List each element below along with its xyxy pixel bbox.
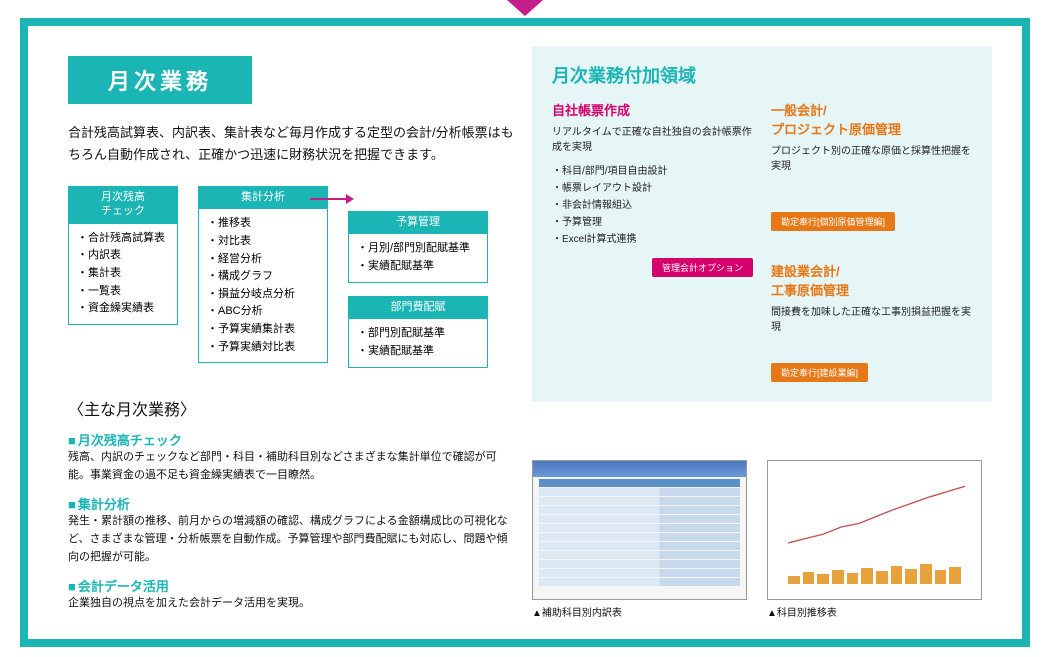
badge-pink: 管理会計オプション xyxy=(652,258,753,277)
list-item: 資金繰実績表 xyxy=(77,300,169,318)
list-item: 実績配賦基準 xyxy=(357,258,479,276)
list-item: 予算実績対比表 xyxy=(207,339,319,357)
box-body: 合計残高試算表内訳表集計表一覧表資金繰実績表 xyxy=(68,223,178,325)
section-text: 発生・累計額の推移、前月からの増減額の確認、構成グラフによる金額構成比の可視化な… xyxy=(68,513,518,566)
screenshot-1: ▲補助科目別内訳表 xyxy=(532,460,747,619)
intro-text: 合計残高試算表、内訳表、集計表など毎月作成する定型の会計/分析帳票はもちろん自動… xyxy=(68,122,518,166)
box-head: 部門費配賦 xyxy=(348,296,488,318)
box-body: 月別/部門別配賦基準実績配賦基準 xyxy=(348,233,488,282)
bar xyxy=(832,570,844,584)
box-head: 予算管理 xyxy=(348,211,488,233)
bar xyxy=(935,570,947,584)
feature-title: 建設業会計/ 工事原価管理 xyxy=(771,261,972,299)
bar xyxy=(891,566,903,584)
list-item: 推移表 xyxy=(207,215,319,233)
feature-title: 自社帳票作成 xyxy=(552,100,753,119)
box-body: 推移表対比表経営分析構成グラフ損益分岐点分析ABC分析予算実績集計表予算実績対比… xyxy=(198,208,328,363)
screenshots-row: ▲補助科目別内訳表 ▲科目別推移表 xyxy=(532,460,982,619)
list-item: 集計表 xyxy=(77,265,169,283)
section-text: 残高、内訳のチェックなど部門・科目・補助科目別などさまざまな集計単位で確認が可能… xyxy=(68,449,518,484)
feature-desc: 間接費を加味した正確な工事別損益把握を実現 xyxy=(771,305,972,335)
box-body: 部門別配賦基準実績配賦基準 xyxy=(348,318,488,367)
box-monthly-check: 月次残高 チェック 合計残高試算表内訳表集計表一覧表資金繰実績表 xyxy=(68,186,178,325)
bar xyxy=(847,573,859,584)
screenshot-caption: ▲補助科目別内訳表 xyxy=(532,604,747,619)
screenshot-2: ▲科目別推移表 xyxy=(767,460,982,619)
panel-left: 自社帳票作成 リアルタイムで正確な自社独自の会計帳票作成を実現 科目/部門/項目… xyxy=(552,100,753,382)
bar xyxy=(876,571,888,584)
bar xyxy=(817,574,829,584)
section-heading: 集計分析 xyxy=(68,494,518,513)
bar xyxy=(905,569,917,584)
left-column: 月次業務 合計残高試算表、内訳表、集計表など毎月作成する定型の会計/分析帳票はも… xyxy=(68,56,518,613)
badge-orange: 勘定奉行[個別原価管理編] xyxy=(771,212,895,231)
list-item: 帳票レイアウト設計 xyxy=(552,180,753,197)
bar-chart xyxy=(788,556,961,584)
list-item: 合計残高試算表 xyxy=(77,230,169,248)
feature-desc: プロジェクト別の正確な原価と採算性把握を実現 xyxy=(771,144,972,174)
feature-desc: リアルタイムで正確な自社独自の会計帳票作成を実現 xyxy=(552,125,753,155)
list-item: Excel計算式連携 xyxy=(552,231,753,248)
screenshot-image xyxy=(767,460,982,600)
panel-title: 月次業務付加領域 xyxy=(552,62,972,88)
box-department: 部門費配賦 部門別配賦基準実績配賦基準 xyxy=(348,296,488,367)
list-item: 科目/部門/項目自由設計 xyxy=(552,163,753,180)
right-panel: 月次業務付加領域 自社帳票作成 リアルタイムで正確な自社独自の会計帳票作成を実現… xyxy=(532,46,992,402)
list-item: 経営分析 xyxy=(207,251,319,269)
bar xyxy=(949,567,961,584)
line-chart-icon xyxy=(788,481,965,552)
feature-list: 科目/部門/項目自由設計帳票レイアウト設計非会計情報組込予算管理Excel計算式… xyxy=(552,163,753,248)
bar xyxy=(861,568,873,584)
list-item: 内訳表 xyxy=(77,247,169,265)
top-arrow xyxy=(507,0,543,16)
list-item: 部門別配賦基準 xyxy=(357,325,479,343)
bar xyxy=(803,572,815,584)
screenshot-image xyxy=(532,460,747,600)
list-item: ABC分析 xyxy=(207,303,319,321)
box-head: 集計分析 xyxy=(198,186,328,208)
main-frame: 月次業務 合計残高試算表、内訳表、集計表など毎月作成する定型の会計/分析帳票はも… xyxy=(20,18,1030,647)
connector-arrow xyxy=(310,198,348,200)
list-item: 月別/部門別配賦基準 xyxy=(357,240,479,258)
bar xyxy=(788,576,800,584)
section-heading: 月次残高チェック xyxy=(68,430,518,449)
list-item: 損益分岐点分析 xyxy=(207,286,319,304)
box-head: 月次残高 チェック xyxy=(68,186,178,223)
panel-row: 自社帳票作成 リアルタイムで正確な自社独自の会計帳票作成を実現 科目/部門/項目… xyxy=(552,100,972,382)
panel-right: 一般会計/ プロジェクト原価管理 プロジェクト別の正確な原価と採算性把握を実現 … xyxy=(771,100,972,382)
bar xyxy=(920,564,932,584)
list-item: 一覧表 xyxy=(77,283,169,301)
section-heading: 会計データ活用 xyxy=(68,576,518,595)
box-budget: 予算管理 月別/部門別配賦基準実績配賦基準 xyxy=(348,211,488,282)
sections-list: 月次残高チェック残高、内訳のチェックなど部門・科目・補助科目別などさまざまな集計… xyxy=(68,430,518,613)
list-item: 実績配賦基準 xyxy=(357,343,479,361)
list-item: 予算管理 xyxy=(552,214,753,231)
section-text: 企業独自の視点を加えた会計データ活用を実現。 xyxy=(68,595,518,613)
list-item: 構成グラフ xyxy=(207,268,319,286)
main-subhead: 〈主な月次業務〉 xyxy=(68,396,518,420)
badge-orange: 勘定奉行[建設業編] xyxy=(771,363,868,382)
box-aggregation: 集計分析 推移表対比表経営分析構成グラフ損益分岐点分析ABC分析予算実績集計表予… xyxy=(198,186,328,363)
diagram-row: 月次残高 チェック 合計残高試算表内訳表集計表一覧表資金繰実績表 集計分析 推移… xyxy=(68,186,518,386)
feature-title: 一般会計/ プロジェクト原価管理 xyxy=(771,100,972,138)
main-title: 月次業務 xyxy=(68,56,252,104)
list-item: 対比表 xyxy=(207,233,319,251)
list-item: 非会計情報組込 xyxy=(552,197,753,214)
screenshot-caption: ▲科目別推移表 xyxy=(767,604,982,619)
list-item: 予算実績集計表 xyxy=(207,321,319,339)
